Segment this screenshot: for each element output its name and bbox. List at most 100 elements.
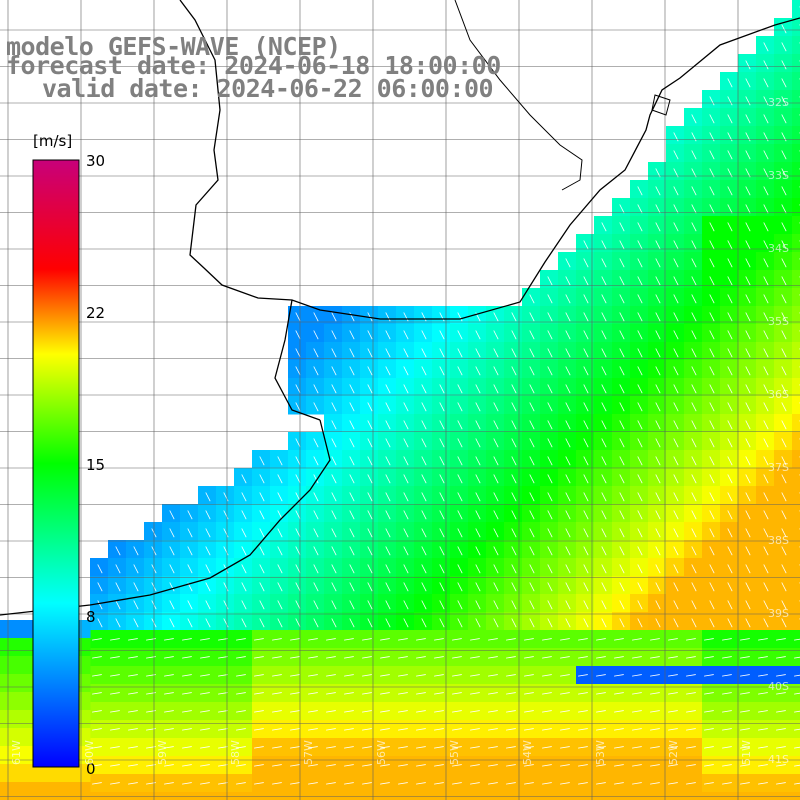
wind-arrow [331,330,337,340]
wind-arrow [133,582,139,592]
wind-arrow [758,782,768,785]
wind-arrow [619,312,625,322]
wind-arrow [565,510,571,520]
wind-arrow [295,384,301,394]
wind-arrow [691,510,697,520]
wind-arrow [745,402,751,412]
wind-arrow [673,564,679,574]
wind-cell [792,432,800,451]
wind-arrow [493,312,499,322]
wind-arrow [547,564,553,574]
wind-cell [792,450,800,469]
wind-arrow [398,638,408,641]
wind-arrow [475,618,481,628]
wind-arrow [313,402,319,412]
wind-arrow [493,582,499,592]
wind-cell [18,674,37,693]
wind-arrow [614,746,624,749]
wind-arrow [673,186,679,196]
wind-arrow [439,474,445,484]
wind-arrow [326,710,336,713]
wind-arrow [97,618,103,628]
wind-arrow [218,674,228,677]
wind-arrow [781,222,787,232]
wind-arrow [583,240,589,250]
wind-arrow [619,258,625,268]
wind-arrow [763,312,769,322]
wind-arrow [488,638,498,641]
wind-arrow [511,330,517,340]
wind-arrow [236,674,246,677]
wind-arrow [272,746,282,749]
wind-arrow [547,294,553,304]
wind-cell [792,594,800,613]
wind-arrow [655,312,661,322]
wind-arrow [763,402,769,412]
wind-arrow [272,674,282,677]
wind-arrow [601,402,607,412]
wind-arrow [524,692,534,695]
wind-arrow [488,710,498,713]
wind-cell [684,792,703,800]
wind-arrow [704,656,714,659]
wind-arrow [313,564,319,574]
wind-arrow [290,656,300,659]
wind-arrow [362,638,372,641]
wind-arrow [601,492,607,502]
wind-arrow [457,348,463,358]
wind-arrow [655,564,661,574]
wind-arrow [745,456,751,466]
wind-arrow [398,656,408,659]
wind-arrow [578,656,588,659]
wind-cell [144,792,163,800]
wind-arrow [182,782,192,785]
wind-arrow [601,600,607,610]
wind-arrow [763,330,769,340]
lon-label: 51W [740,740,753,765]
wind-arrow [709,474,715,484]
wind-arrow [727,600,733,610]
wind-arrow [385,528,391,538]
wind-arrow [187,510,193,520]
wind-arrow [254,638,264,641]
wind-arrow [272,638,282,641]
wind-arrow [668,656,678,659]
wind-arrow [254,728,264,731]
wind-arrow [776,782,786,785]
wind-arrow [308,656,318,659]
wind-cell [792,576,800,595]
wind-arrow [349,492,355,502]
wind-vectors [92,6,800,785]
wind-arrow [781,330,787,340]
wind-arrow [673,600,679,610]
wind-arrow [745,492,751,502]
wind-cell [18,692,37,711]
wind-arrow [637,402,643,412]
wind-arrow [565,276,571,286]
colorbar-tick-30: 30 [86,152,106,170]
wind-arrow [763,96,769,106]
wind-arrow [745,366,751,376]
wind-arrow [277,564,283,574]
wind-arrow [344,692,354,695]
wind-arrow [709,582,715,592]
wind-cell [792,558,800,577]
wind-arrow [745,186,751,196]
wind-cell [468,792,487,800]
wind-arrow [686,656,696,659]
wind-arrow [758,674,768,677]
wind-arrow [637,366,643,376]
wind-arrow [601,312,607,322]
wind-arrow [727,348,733,358]
wind-arrow [331,402,337,412]
wind-arrow [277,474,283,484]
wind-arrow [722,674,732,677]
wind-arrow [344,764,354,767]
wind-arrow [655,276,661,286]
wind-arrow [457,420,463,430]
wind-arrow [254,764,264,767]
wind-arrow [110,656,120,659]
wind-arrow [740,746,750,749]
wind-arrow [493,420,499,430]
wind-arrow [745,528,751,538]
